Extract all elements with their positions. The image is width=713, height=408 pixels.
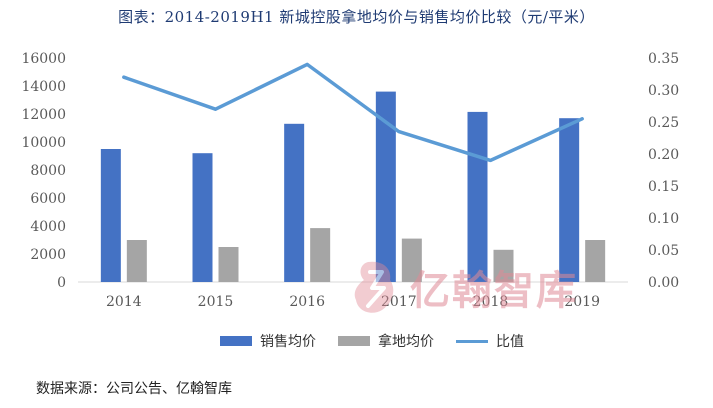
y-right-tick-label: 0.25 xyxy=(648,115,679,131)
legend-swatch-land xyxy=(338,336,370,346)
bar-sales xyxy=(284,123,305,282)
line-ratio-point xyxy=(305,62,309,66)
source-note: 数据来源：公司公告、亿翰智库 xyxy=(36,381,232,397)
line-ratio-point xyxy=(397,130,401,134)
bar-sales xyxy=(192,153,213,282)
legend-item-ratio: 比值 xyxy=(456,331,524,351)
legend-label-land: 拿地均价 xyxy=(378,334,434,350)
bar-land xyxy=(310,228,331,282)
line-ratio-point xyxy=(122,75,126,79)
bar-land xyxy=(218,247,239,282)
bar-sales xyxy=(375,91,396,282)
legend-item-sales: 销售均价 xyxy=(220,331,316,351)
legend-swatch-ratio xyxy=(456,339,488,343)
bar-sales xyxy=(559,118,580,282)
line-ratio xyxy=(122,62,584,163)
y-left-tick-label: 14000 xyxy=(21,79,66,95)
y-right-tick-label: 0.05 xyxy=(648,243,679,259)
x-tick-label: 2018 xyxy=(473,294,509,310)
line-ratio-point xyxy=(214,107,217,111)
bar-land xyxy=(126,240,147,282)
x-tick-label: 2017 xyxy=(381,294,417,310)
line-ratio-point xyxy=(489,158,492,162)
y-left-tick-label: 2000 xyxy=(30,247,66,263)
y-right-tick-label: 0.15 xyxy=(648,179,679,195)
x-tick-label: 2019 xyxy=(564,294,600,310)
legend-label-sales: 销售均价 xyxy=(260,334,316,350)
y-left-tick-label: 12000 xyxy=(21,107,66,123)
y-right-tick-label: 0.35 xyxy=(648,51,679,67)
y-left-tick-label: 0 xyxy=(57,275,66,291)
y-right-tick-label: 0.10 xyxy=(648,211,679,227)
bar-land xyxy=(401,238,422,282)
x-tick-label: 2016 xyxy=(289,294,325,310)
bar-sales xyxy=(100,149,121,282)
y-left-tick-label: 4000 xyxy=(30,219,66,235)
line-ratio-point xyxy=(580,117,584,121)
y-left-tick-label: 16000 xyxy=(21,51,66,67)
y-left-tick-label: 8000 xyxy=(30,163,66,179)
legend-item-land: 拿地均价 xyxy=(338,331,434,351)
y-left-tick-label: 6000 xyxy=(30,191,66,207)
legend: 销售均价 拿地均价 比值 xyxy=(220,330,546,352)
y-left-tick-label: 10000 xyxy=(21,135,66,151)
bar-land xyxy=(493,249,514,282)
y-right-tick-label: 0.00 xyxy=(648,275,679,291)
bar-sales xyxy=(467,111,488,283)
y-right-tick-label: 0.20 xyxy=(648,147,679,163)
x-tick-label: 2014 xyxy=(106,294,142,310)
chart-title: 图表：2014-2019H1 新城控股拿地均价与销售均价比较（元/平米） xyxy=(118,8,595,26)
y-right-tick-label: 0.30 xyxy=(648,83,679,99)
legend-label-ratio: 比值 xyxy=(496,334,524,350)
legend-swatch-sales xyxy=(220,336,252,346)
x-tick-label: 2015 xyxy=(198,294,234,310)
bar-land xyxy=(585,240,606,282)
